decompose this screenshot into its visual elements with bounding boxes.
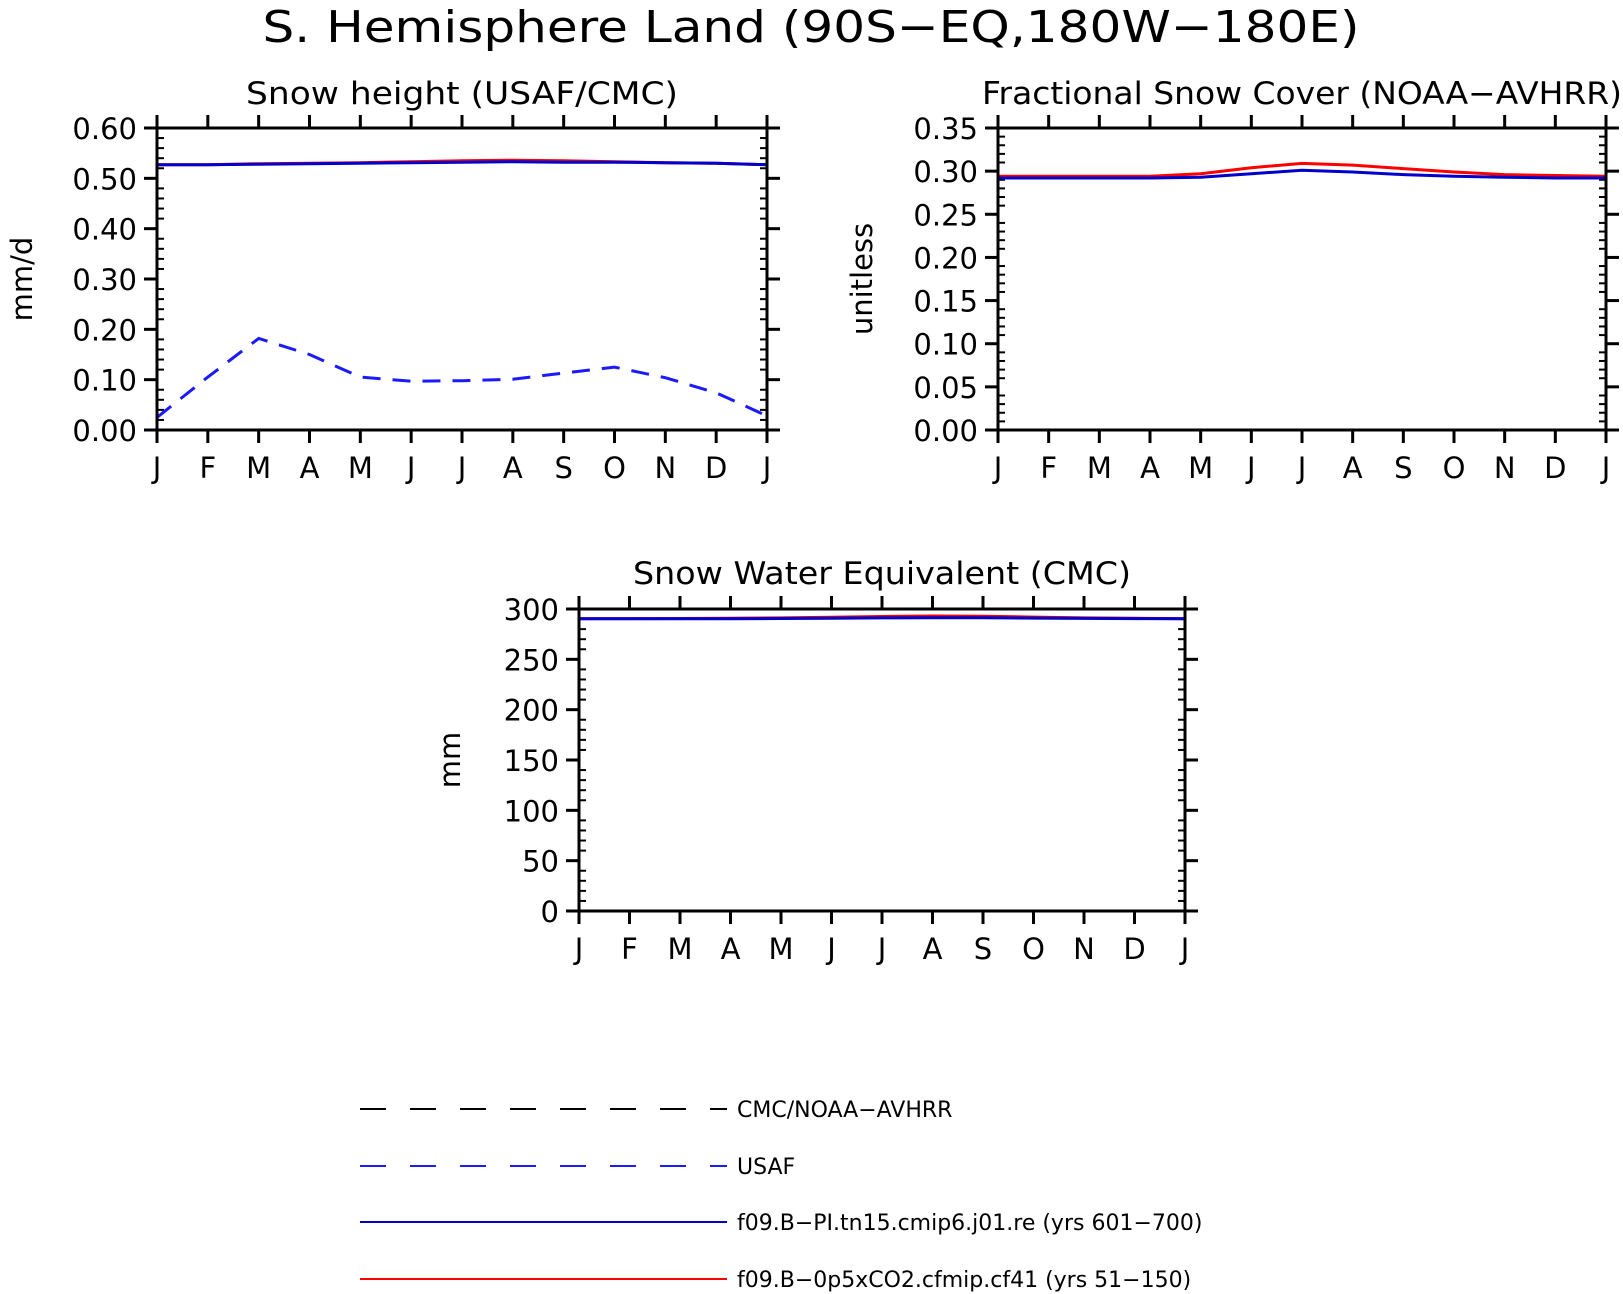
x-tick-label: N — [1494, 451, 1516, 485]
y-tick-label: 0.15 — [913, 285, 978, 319]
legend-entry: USAF — [360, 1155, 795, 1180]
x-tick-label: J — [761, 451, 772, 485]
y-tick-label: 0.30 — [913, 155, 978, 189]
panel-2: Fractional Snow Cover (NOAA−AVHRR) unitle… — [845, 76, 1622, 485]
legend-entry: f09.B−PI.tn15.cmip6.j01.re (yrs 601−700) — [360, 1211, 1202, 1236]
series-line — [998, 161, 1607, 178]
x-tick-label: F — [1040, 451, 1057, 485]
legend-entry: CMC/NOAA−AVHRR — [360, 1098, 952, 1123]
plot-frame — [996, 126, 1608, 432]
series-line — [998, 168, 1606, 180]
x-tick-label: J — [1600, 451, 1611, 485]
x-tick-label: J — [1296, 451, 1307, 485]
x-tick-label: J — [573, 932, 584, 966]
x-tick-label: J — [992, 451, 1003, 485]
x-tick-label: M — [246, 451, 271, 485]
x-tick-label: S — [554, 451, 572, 485]
legend-entry: f09.B−0p5xCO2.cfmip.cf41 (yrs 51−150) — [360, 1268, 1191, 1293]
y-tick-label: 0.00 — [72, 414, 137, 448]
y-axis-label: mm/d — [5, 237, 39, 322]
plot-frame — [577, 607, 1187, 913]
x-tick-label: J — [876, 932, 887, 966]
legend: CMC/NOAA−AVHRR USAF f09.B−PI.tn15.cmip6.j0… — [360, 1098, 1202, 1293]
x-tick-label: N — [1073, 932, 1095, 966]
x-tick-label: D — [1123, 932, 1145, 966]
x-tick-label: F — [199, 451, 216, 485]
y-tick-label: 0.10 — [72, 364, 137, 398]
x-tick-label: O — [1443, 451, 1466, 485]
x-tick-label: A — [503, 451, 523, 485]
x-tick-label: D — [705, 451, 727, 485]
y-tick-label: 0.20 — [72, 313, 137, 347]
y-tick-label: 0.10 — [913, 328, 978, 362]
y-tick-label: 0.25 — [913, 198, 978, 232]
panel-1: Snow height (USAF/CMC)mm/dJ F M A M J J A S O N D J0… — [5, 76, 780, 485]
y-tick-label: 300 — [504, 593, 559, 627]
panels: Snow height (USAF/CMC)mm/dJ F M A M J J A S O N D J0… — [5, 76, 1622, 966]
x-tick-label: N — [654, 451, 676, 485]
plot-frame — [155, 126, 769, 432]
x-tick-label: J — [405, 451, 416, 485]
x-tick-label: J — [1179, 932, 1190, 966]
x-tick-label: J — [151, 451, 162, 485]
y-tick-label: 0.50 — [72, 162, 137, 196]
x-tick-label: A — [1140, 451, 1160, 485]
x-tick-label: F — [621, 932, 638, 966]
x-tick-label: O — [1022, 932, 1045, 966]
series-line — [156, 336, 768, 419]
y-tick-label: 0.30 — [72, 263, 137, 297]
y-tick-label: 150 — [504, 744, 559, 778]
y-tick-label: 0.00 — [913, 414, 978, 448]
figure-title: S. Hemisphere Land (90S−EQ,180W−180E) — [263, 2, 1360, 53]
y-tick-label: 0.35 — [913, 112, 978, 146]
y-axis-label: mm — [433, 732, 467, 789]
legend-label: CMC/NOAA−AVHRR — [737, 1098, 952, 1123]
x-tick-label: D — [1544, 451, 1566, 485]
panel-3: Snow Water Equivalent (CMC)mmJ F M A M J J A S O N… — [433, 556, 1198, 966]
y-axis-label: unitless — [845, 223, 879, 335]
x-tick-label: A — [300, 451, 320, 485]
legend-label: USAF — [737, 1155, 795, 1180]
x-tick-label: M — [1087, 451, 1112, 485]
x-tick-label: M — [768, 932, 793, 966]
x-tick-label: J — [456, 451, 467, 485]
y-tick-label: 0.20 — [913, 241, 978, 275]
y-tick-label: 0.05 — [913, 371, 978, 405]
x-tick-label: J — [825, 932, 836, 966]
x-tick-label: S — [974, 932, 992, 966]
x-tick-label: M — [1188, 451, 1213, 485]
x-tick-label: A — [923, 932, 943, 966]
x-tick-label: J — [1245, 451, 1256, 485]
y-tick-label: 0.60 — [72, 112, 137, 146]
y-tick-label: 250 — [504, 643, 559, 677]
series-line — [157, 160, 768, 167]
x-tick-label: M — [348, 451, 373, 485]
y-tick-label: 0.40 — [72, 213, 137, 247]
x-tick-label: O — [603, 451, 626, 485]
legend-label: f09.B−PI.tn15.cmip6.j01.re (yrs 601−700) — [737, 1211, 1202, 1236]
legend-label: f09.B−0p5xCO2.cfmip.cf41 (yrs 51−150) — [737, 1268, 1191, 1293]
x-tick-label: A — [1343, 451, 1363, 485]
x-tick-label: A — [721, 932, 741, 966]
panel-title: Snow height (USAF/CMC) — [246, 76, 678, 112]
y-tick-label: 100 — [504, 794, 559, 828]
x-tick-label: S — [1394, 451, 1412, 485]
y-tick-label: 0 — [541, 895, 559, 929]
y-tick-label: 50 — [522, 845, 559, 879]
panel-title: Fractional Snow Cover (NOAA−AVHRR) — [982, 76, 1622, 112]
panel-title: Snow Water Equivalent (CMC) — [633, 556, 1131, 592]
y-tick-label: 200 — [504, 694, 559, 728]
series-line — [579, 616, 1186, 621]
x-tick-label: M — [667, 932, 692, 966]
